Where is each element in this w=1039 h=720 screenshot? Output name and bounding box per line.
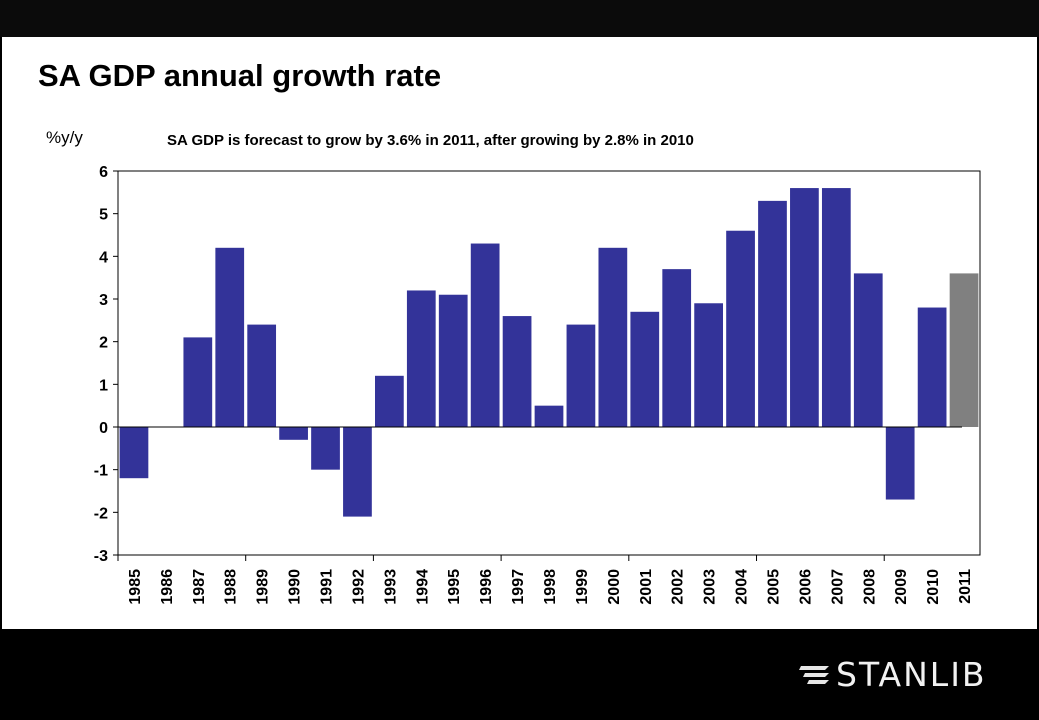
x-tick-label-1995: 1995 [446, 569, 463, 605]
y-tick-label: 5 [99, 207, 108, 224]
bar-2000 [598, 247, 628, 427]
x-tick-label-1996: 1996 [478, 569, 495, 605]
y-tick-label: 2 [99, 335, 108, 352]
bar-chart: 6 5 4 3 2 1 0 -1 -2 -3 1985 1986 1987 1988 1989 1990 199… [94, 164, 981, 605]
bar-2010 [917, 307, 947, 427]
bar-1989 [247, 324, 277, 427]
x-tick-label-1991: 1991 [319, 569, 336, 605]
x-tick-label-1986: 1986 [159, 569, 176, 605]
page-title: SA GDP annual growth rate [38, 58, 442, 93]
plot-frame [117, 170, 981, 556]
bar-2007 [821, 188, 851, 427]
y-axis-label: %y/y [46, 128, 83, 147]
bar-2003 [694, 303, 723, 427]
x-tick-label-2000: 2000 [606, 569, 623, 605]
bar-1994 [406, 290, 436, 427]
bar-1991 [311, 427, 340, 470]
x-tick-label-1997: 1997 [510, 569, 527, 605]
bar-1996 [470, 243, 500, 427]
x-tick-label-2002: 2002 [670, 569, 687, 605]
x-tick-label-2005: 2005 [765, 569, 782, 605]
x-tick-label-1987: 1987 [191, 569, 208, 605]
bar-1999 [566, 324, 596, 427]
bar-1997 [502, 316, 532, 427]
x-tick-label-1985: 1985 [127, 569, 144, 605]
x-tick-label-1992: 1992 [350, 569, 367, 605]
logo-text: STANLIB [836, 655, 987, 694]
x-tick-label-1994: 1994 [414, 569, 431, 605]
bar-2008 [853, 273, 883, 427]
bar-2004 [726, 230, 755, 427]
y-tick-label: 1 [99, 377, 108, 394]
x-tick-label-1998: 1998 [542, 569, 559, 605]
x-tick-label-2009: 2009 [893, 569, 910, 605]
bar-1993 [375, 375, 404, 427]
y-tick-label: 0 [99, 420, 108, 437]
x-tick-label-2006: 2006 [797, 569, 814, 605]
y-tick-label: -3 [94, 548, 108, 565]
x-tick-label-1999: 1999 [574, 569, 591, 605]
stanlib-logo-icon [799, 666, 829, 684]
bar-1998 [534, 405, 564, 427]
x-tick-label-2001: 2001 [638, 569, 655, 605]
bar-1995 [438, 294, 468, 427]
bar-2009 [885, 427, 915, 500]
footer [0, 629, 1039, 720]
x-tick-label-1988: 1988 [223, 569, 240, 605]
bar-1988 [215, 247, 245, 427]
bar-2002 [662, 269, 692, 427]
x-tick-label-2011: 2011 [957, 569, 974, 604]
bar-1992 [343, 427, 372, 517]
bar-1987 [183, 337, 213, 427]
top-bar [0, 0, 1039, 37]
x-tick-label-2004: 2004 [734, 569, 751, 605]
bar-2011 [949, 273, 979, 427]
x-tick-label-1989: 1989 [255, 569, 272, 605]
chart-title: SA GDP is forecast to grow by 3.6% in 20… [167, 132, 694, 149]
x-tick-label-2007: 2007 [829, 569, 846, 605]
bar-1985 [119, 427, 149, 479]
x-tick-label-2008: 2008 [861, 569, 878, 605]
bar-2006 [790, 188, 819, 427]
bar-2001 [630, 311, 660, 427]
y-tick-label: -2 [94, 505, 108, 522]
y-tick-label: 3 [99, 292, 108, 309]
bar-2005 [758, 200, 787, 427]
x-tick-label-1993: 1993 [382, 569, 399, 605]
y-tick-label: 4 [99, 249, 108, 266]
y-tick-label: -1 [94, 463, 108, 480]
x-tick-label-2003: 2003 [702, 569, 719, 605]
bar-1990 [279, 427, 308, 440]
x-tick-label-2010: 2010 [925, 569, 942, 605]
y-tick-label: 6 [99, 164, 108, 181]
x-tick-label-1990: 1990 [287, 569, 304, 605]
